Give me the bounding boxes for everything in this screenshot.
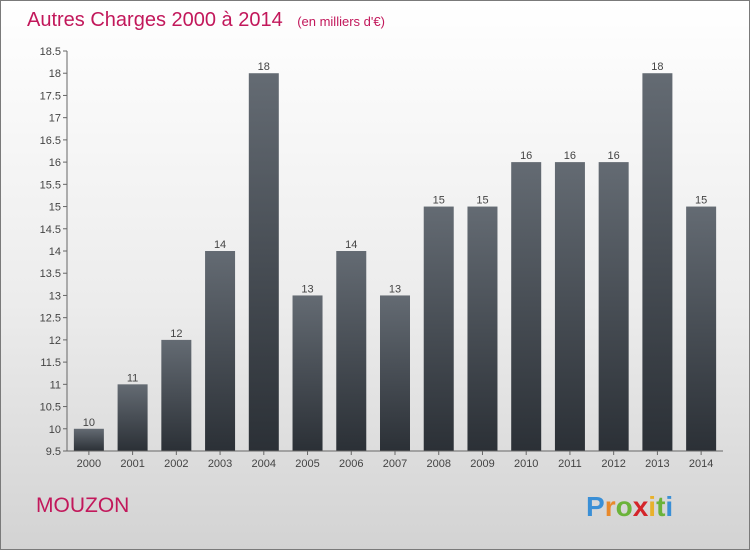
y-tick-label: 16 xyxy=(49,157,61,169)
bar-value-label: 18 xyxy=(651,61,663,73)
x-tick-label: 2000 xyxy=(77,458,101,470)
y-tick-label: 10 xyxy=(49,424,61,436)
bar xyxy=(205,251,236,451)
city-name: MOUZON xyxy=(36,494,130,517)
x-tick-label: 2010 xyxy=(514,458,538,470)
x-tick-label: 2002 xyxy=(164,458,188,470)
bar xyxy=(686,206,717,451)
x-tick-label: 2006 xyxy=(339,458,363,470)
bar xyxy=(467,206,498,451)
bar-value-label: 15 xyxy=(476,195,488,207)
x-tick-label: 2009 xyxy=(470,458,494,470)
bar-value-label: 16 xyxy=(608,150,620,162)
bar-value-label: 18 xyxy=(258,61,270,73)
bar xyxy=(598,162,629,451)
bar-value-label: 14 xyxy=(214,239,226,251)
y-tick-label: 11 xyxy=(50,379,61,391)
svg-text:Proxiti: Proxiti xyxy=(586,491,673,522)
bar-chart: 9.5 10 10.5 11 11.5 12 12.5 13 13.5 14 14.5 15 15.5 1… xyxy=(40,46,723,470)
chart-title-block: Autres Charges 2000 à 2014 (en milliers … xyxy=(27,9,385,32)
bar xyxy=(423,206,454,451)
bar-value-label: 13 xyxy=(301,283,313,295)
x-tick-label: 2014 xyxy=(689,458,713,470)
x-tick-label: 2003 xyxy=(208,458,232,470)
y-tick-label: 15.5 xyxy=(40,179,61,191)
y-tick-label: 17.5 xyxy=(40,90,61,102)
x-tick-label: 2007 xyxy=(383,458,407,470)
y-tick-label: 15 xyxy=(49,202,61,214)
bar xyxy=(117,384,148,451)
x-tick-label: 2004 xyxy=(252,458,276,470)
bar xyxy=(642,73,673,451)
x-tick-label: 2011 xyxy=(558,458,582,470)
bar-value-label: 10 xyxy=(83,417,95,429)
bar-value-label: 11 xyxy=(127,372,138,384)
y-tick-label: 18.5 xyxy=(40,46,61,58)
bar xyxy=(73,428,104,451)
x-tick-label: 2012 xyxy=(601,458,625,470)
y-tick-label: 17 xyxy=(49,113,61,125)
bar-value-label: 16 xyxy=(564,150,576,162)
y-tick-label: 10.5 xyxy=(40,402,61,414)
x-tick-label: 2005 xyxy=(295,458,319,470)
y-tick-label: 11.5 xyxy=(40,357,61,369)
x-tick-label: 2013 xyxy=(645,458,669,470)
bar-value-label: 13 xyxy=(389,283,401,295)
bar-value-label: 15 xyxy=(433,195,445,207)
y-tick-label: 12 xyxy=(49,335,61,347)
bar-value-label: 14 xyxy=(345,239,357,251)
bar xyxy=(554,162,585,451)
chart-subtitle: (en milliers d'€) xyxy=(297,14,385,29)
bar xyxy=(292,295,323,451)
bar xyxy=(336,251,367,451)
proxiti-logo: Proxiti xyxy=(586,491,673,522)
bar xyxy=(161,339,192,451)
chart-title: Autres Charges 2000 à 2014 xyxy=(27,9,283,31)
bar-value-label: 12 xyxy=(170,328,182,340)
y-tick-label: 18 xyxy=(49,68,61,80)
y-tick-label: 14 xyxy=(49,246,61,258)
bar-value-label: 16 xyxy=(520,150,532,162)
y-tick-label: 14.5 xyxy=(40,224,61,236)
bar xyxy=(248,73,279,451)
y-tick-label: 9.5 xyxy=(46,446,61,458)
y-tick-label: 16.5 xyxy=(40,135,61,147)
x-tick-label: 2001 xyxy=(120,458,144,470)
x-tick-label: 2008 xyxy=(426,458,450,470)
bar xyxy=(380,295,410,451)
y-tick-label: 13.5 xyxy=(40,268,61,280)
bar-value-label: 15 xyxy=(695,195,707,207)
bar xyxy=(511,162,542,451)
y-tick-label: 12.5 xyxy=(40,313,61,325)
y-tick-label: 13 xyxy=(49,290,61,302)
